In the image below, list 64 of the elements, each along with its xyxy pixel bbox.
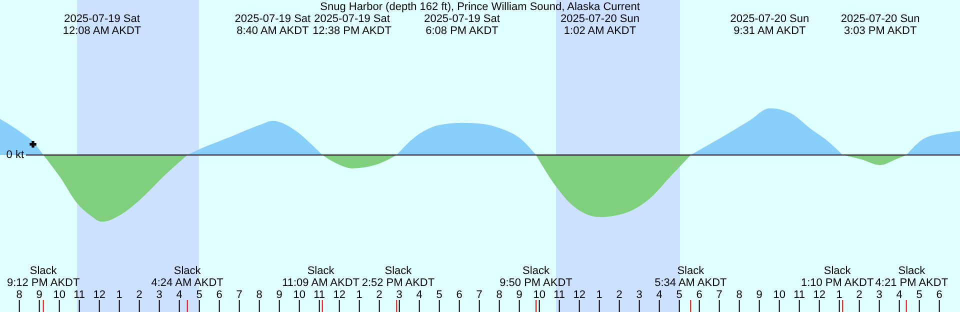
x-tick-label: 4 (416, 289, 422, 301)
x-tick-label: 11 (554, 289, 566, 301)
x-tick-label: 10 (533, 289, 546, 301)
x-tick-label: 8 (16, 289, 22, 301)
x-tick-label: 12 (93, 289, 106, 301)
x2-tick-label: 2025-07-19 Sat 12:08 AM AKDT (62, 13, 142, 37)
x2-tick-label: 2025-07-19 Sat 8:40 AM AKDT (234, 13, 311, 37)
x-tick-label: 8 (496, 289, 502, 301)
x-tick-label: 12 (813, 289, 826, 301)
x2-tick-label: 2025-07-20 Sun 1:02 AM AKDT (560, 13, 640, 37)
x-tick-label: 1 (836, 289, 842, 301)
x-tick-label: 11 (74, 289, 86, 301)
x-tick-label: 5 (436, 289, 442, 301)
ref-line-label: Slack 5:34 AM AKDT (654, 265, 728, 289)
x-tick-label: 1 (356, 289, 362, 301)
x-tick-label: 4 (896, 289, 902, 301)
x-tick-label: 12 (333, 289, 346, 301)
x-tick-label: 4 (656, 289, 662, 301)
x2-tick-label: 2025-07-19 Sat 12:38 PM AKDT (312, 13, 392, 37)
x-tick-label: 10 (773, 289, 786, 301)
x-tick-label: 1 (596, 289, 602, 301)
x2-tick-label: 2025-07-20 Sun 3:03 PM AKDT (840, 13, 920, 37)
x-tick-label: 3 (636, 289, 642, 301)
x-tick-label: 6 (696, 289, 702, 301)
x-tick-label: 3 (156, 289, 162, 301)
x-tick-label: 9 (36, 289, 42, 301)
x-tick-label: 5 (676, 289, 682, 301)
x-tick-label: 1 (116, 289, 122, 301)
ref-line-label: Slack 2:52 PM AKDT (362, 265, 435, 289)
ref-line-label: Slack 1:10 PM AKDT (800, 265, 874, 289)
x2-tick-label: 2025-07-20 Sun 9:31 AM AKDT (730, 13, 810, 37)
x2-tick-label: 2025-07-19 Sat 6:08 PM AKDT (424, 13, 500, 37)
ref-line-label: 0 kt (6, 149, 24, 161)
chart-title: Snug Harbor (depth 162 ft), Prince William Sound, Alaska Current (320, 1, 640, 13)
x-tick-label: 8 (736, 289, 742, 301)
x-tick-label: 11 (314, 289, 326, 301)
x-tick-label: 9 (276, 289, 282, 301)
ref-line-label: Slack 11:09 AM AKDT (282, 265, 360, 289)
x-tick-label: 5 (196, 289, 202, 301)
x-tick-label: 8 (256, 289, 262, 301)
x-tick-label: 9 (756, 289, 762, 301)
x-tick-label: 2 (136, 289, 142, 301)
x-tick-label: 7 (476, 289, 482, 301)
x-tick-label: 3 (876, 289, 882, 301)
ref-line-label: Slack 9:50 PM AKDT (500, 265, 573, 289)
x-tick-label: 9 (516, 289, 522, 301)
ref-line-label: Slack 9:12 PM AKDT (6, 265, 80, 289)
x-tick-label: 11 (794, 289, 806, 301)
x-tick-label: 6 (216, 289, 222, 301)
x-tick-label: 7 (716, 289, 722, 301)
x-tick-label: 3 (396, 289, 402, 301)
x-tick-label: 2 (616, 289, 622, 301)
x-tick-label: 6 (456, 289, 462, 301)
x-tick-label: 7 (236, 289, 242, 301)
x-tick-label: 5 (916, 289, 922, 301)
x-tick-label: 12 (573, 289, 586, 301)
x-tick-label: 2 (856, 289, 862, 301)
x-tick-label: 2 (376, 289, 382, 301)
x-tick-label: 10 (293, 289, 306, 301)
x-tick-label: 10 (53, 289, 66, 301)
ref-line-label: Slack 4:24 AM AKDT (151, 265, 224, 289)
x-tick-label: 6 (936, 289, 942, 301)
ref-line-label: Slack 4:21 PM AKDT (875, 265, 948, 289)
x-tick-label: 4 (176, 289, 182, 301)
